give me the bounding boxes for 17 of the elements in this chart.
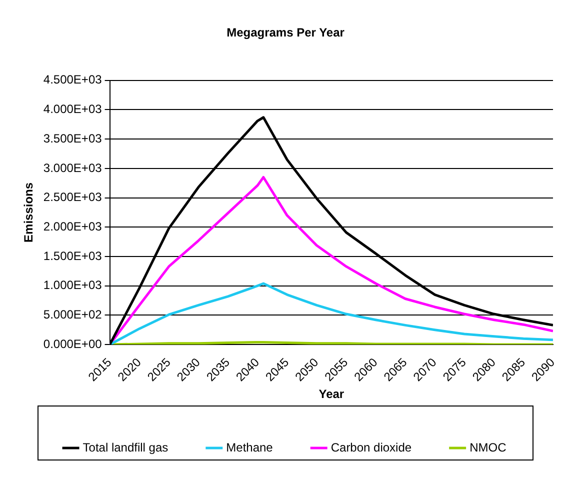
legend-label: NMOC	[470, 440, 507, 454]
y-tick-label: 1.000E+03	[43, 278, 102, 292]
y-tick-label: 0.000E+00	[43, 336, 102, 351]
y-tick-label: 4.000E+03	[43, 102, 102, 116]
legend-label: Total landfill gas	[82, 440, 168, 454]
legend-label: Methane	[226, 440, 274, 454]
y-axis-title: Emissions	[22, 182, 36, 242]
y-tick-label: 2.000E+03	[43, 219, 102, 234]
chart-title: Megagrams Per Year	[226, 26, 345, 40]
y-tick-label: 5.000E+02	[43, 308, 102, 322]
y-tick-label: 3.500E+03	[43, 131, 102, 146]
y-tick-label: 1.500E+03	[43, 248, 102, 263]
y-tick-label: 2.500E+03	[43, 190, 102, 204]
y-tick-label: 4.500E+03	[43, 72, 102, 87]
legend-label: Carbon dioxide	[330, 440, 412, 454]
y-tick-label: 3.000E+03	[43, 160, 102, 175]
x-axis-title: Year	[318, 387, 344, 402]
